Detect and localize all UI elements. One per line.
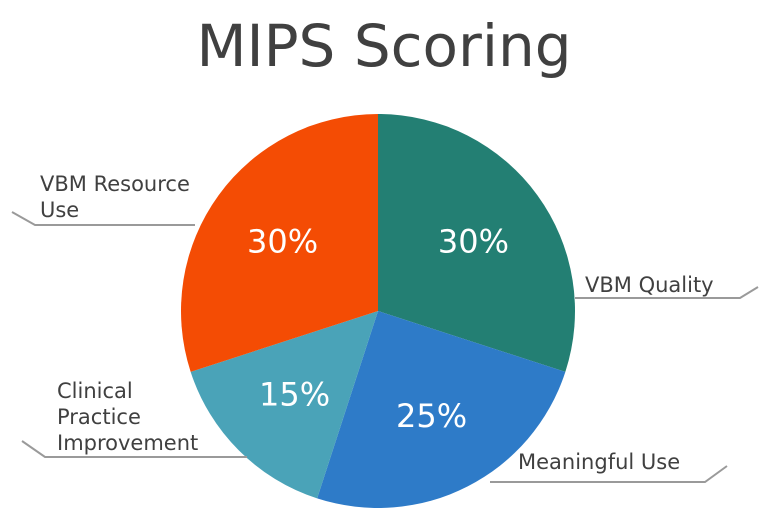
- slice-category-label-line: Clinical: [57, 379, 133, 403]
- pie-slice: [317, 311, 566, 508]
- slice-category-label: VBM Quality: [585, 273, 714, 297]
- slice-category-label: Meaningful Use: [518, 450, 680, 474]
- pie-slice: [180, 114, 378, 372]
- slice-value-label: 30%: [247, 223, 318, 261]
- slice-value-label: 25%: [396, 397, 467, 435]
- pie-slice: [378, 114, 575, 372]
- leader-line: [490, 465, 728, 483]
- pie: [180, 114, 575, 508]
- slice-category-label-line: VBM Quality: [585, 273, 714, 297]
- slice-category-label-line: Improvement: [57, 431, 198, 455]
- slice-category-label-line: VBM Resource: [40, 172, 190, 196]
- slice-value-labels: 30% 25% 15% 30%: [247, 223, 509, 435]
- slice-callouts: VBM Quality Meaningful Use Clinical Practic…: [11, 172, 759, 483]
- chart-title: MIPS Scoring: [196, 12, 571, 80]
- slice-value-label: 15%: [259, 375, 330, 413]
- slice-category-label-line: Meaningful Use: [518, 450, 680, 474]
- slice-category-label-line: Practice: [57, 405, 141, 429]
- leader-line: [21, 440, 247, 458]
- slice-category-label-line: Use: [40, 198, 79, 222]
- pie-slice: [190, 311, 378, 499]
- slice-value-label: 30%: [438, 223, 509, 261]
- slice-category-label: Clinical Practice Improvement: [57, 379, 198, 455]
- leader-line: [575, 286, 759, 299]
- slice-category-label: VBM Resource Use: [40, 172, 190, 222]
- leader-line: [11, 211, 195, 226]
